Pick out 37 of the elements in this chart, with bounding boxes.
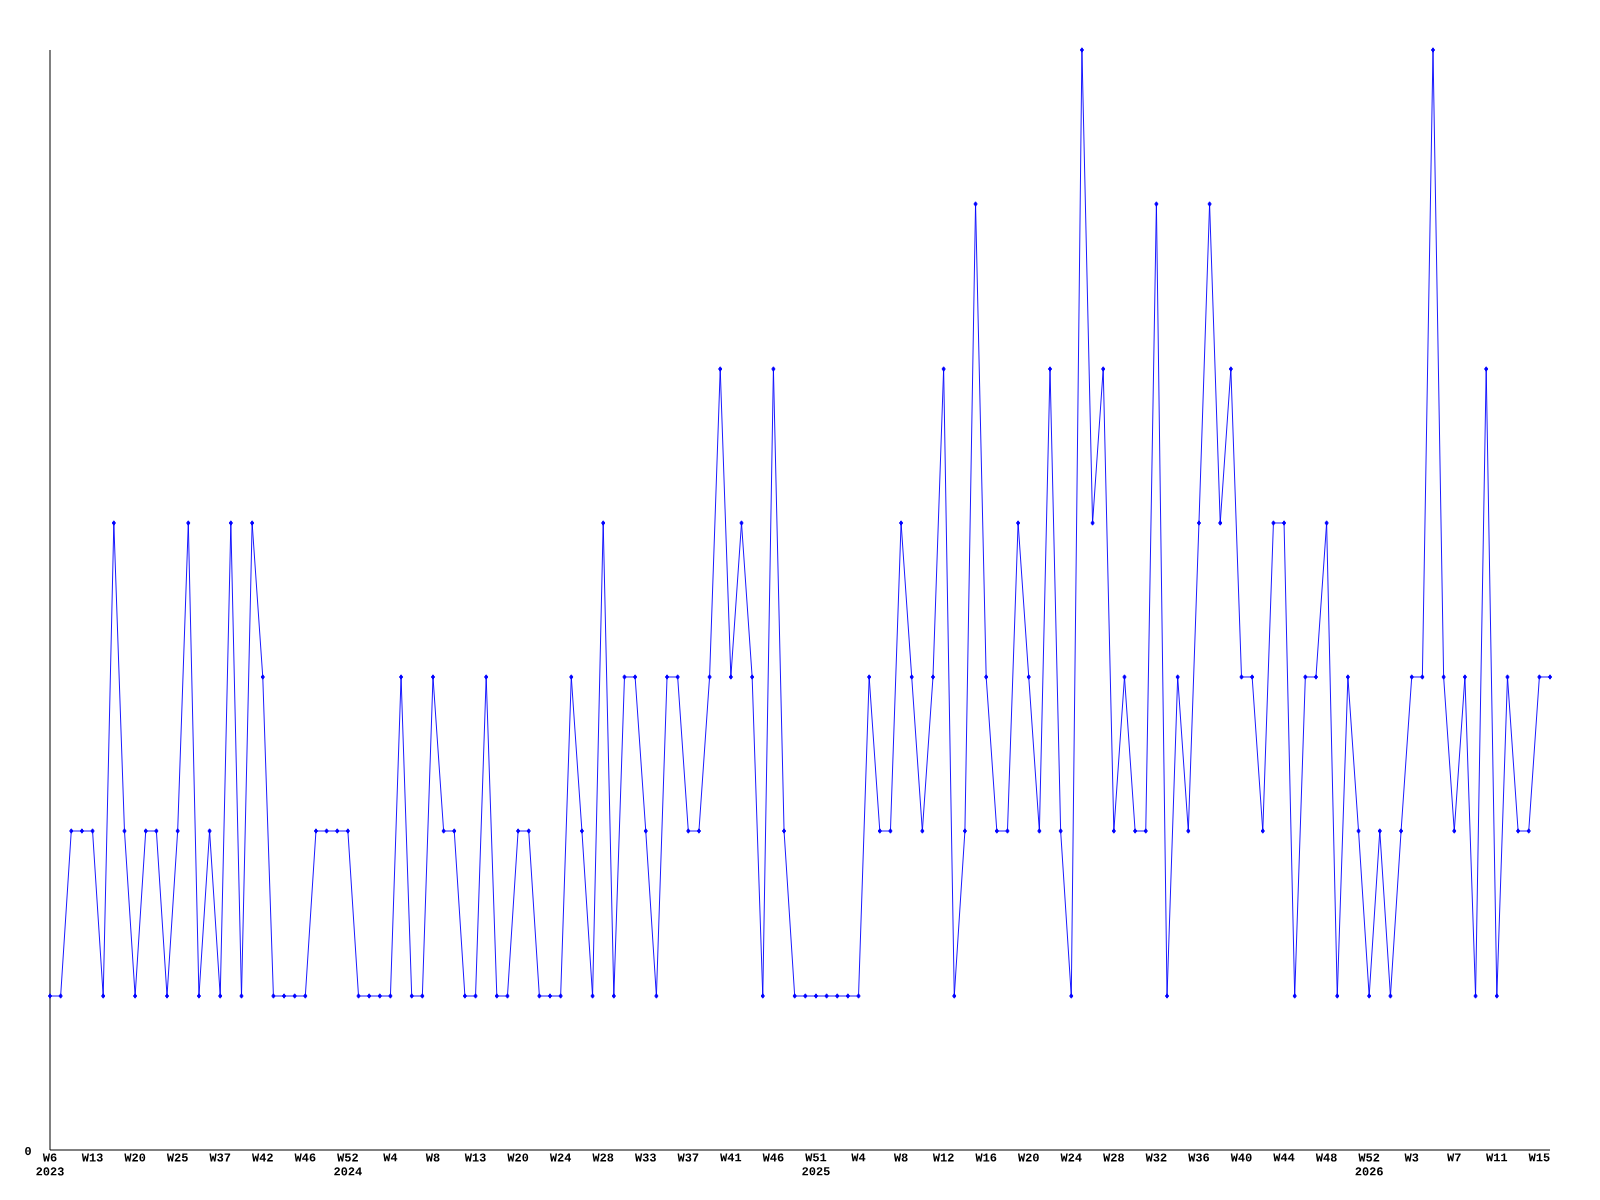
x-tick-label: W33 — [634, 1153, 656, 1162]
x-tick-label: W32 — [1145, 1153, 1167, 1162]
x-tick-label: W44 — [1273, 1153, 1295, 1162]
x-tick-label: W24 — [1060, 1153, 1082, 1162]
x-tick-label: W28 — [1103, 1153, 1124, 1162]
x-tick-label: W24 — [549, 1153, 572, 1162]
x-tick-label: W8 — [425, 1153, 440, 1162]
x-tick-label: W20 — [507, 1153, 529, 1162]
x-tick-label: W48 — [1315, 1153, 1337, 1162]
text: 0 — [25, 1147, 31, 1156]
x-tick-label: W52 2026 — [1355, 1153, 1383, 1176]
x-tick-label: W16 — [975, 1153, 997, 1162]
x-tick-label: W4 — [851, 1153, 866, 1162]
x-tick-label: W28 — [592, 1153, 614, 1162]
x-tick-label: W20 — [1017, 1153, 1039, 1162]
x-tick-label: W46 — [294, 1153, 316, 1162]
x-tick-label: W52 2024 — [334, 1153, 362, 1176]
x-tick-label: W37 — [209, 1153, 231, 1162]
x-tick-label: W25 — [166, 1153, 188, 1162]
x-tick-label: W13 — [81, 1153, 103, 1162]
x-tick-label: W37 — [677, 1153, 699, 1162]
x-tick-label: W3 — [1404, 1153, 1419, 1162]
x-tick-label: W36 — [1188, 1153, 1210, 1162]
x-tick-label: W11 — [1486, 1153, 1508, 1162]
x-tick-label: W7 — [1447, 1153, 1461, 1162]
x-tick-label: W20 — [124, 1153, 146, 1162]
x-tick-label: W41 — [720, 1153, 742, 1162]
x-tick-label: W15 — [1528, 1153, 1550, 1162]
x-tick-label: W4 — [383, 1153, 398, 1162]
x-tick-label: W46 — [762, 1153, 784, 1162]
x-tick-label: W8 — [893, 1153, 908, 1162]
x-tick-label: W51 2025 — [802, 1153, 830, 1176]
x-tick-label: W6 2023 — [36, 1153, 64, 1176]
x-tick-label: W13 — [464, 1153, 486, 1162]
x-tick-label: W12 — [932, 1153, 954, 1162]
x-tick-label: W40 — [1230, 1153, 1252, 1162]
x-tick-label: W42 — [252, 1153, 273, 1162]
